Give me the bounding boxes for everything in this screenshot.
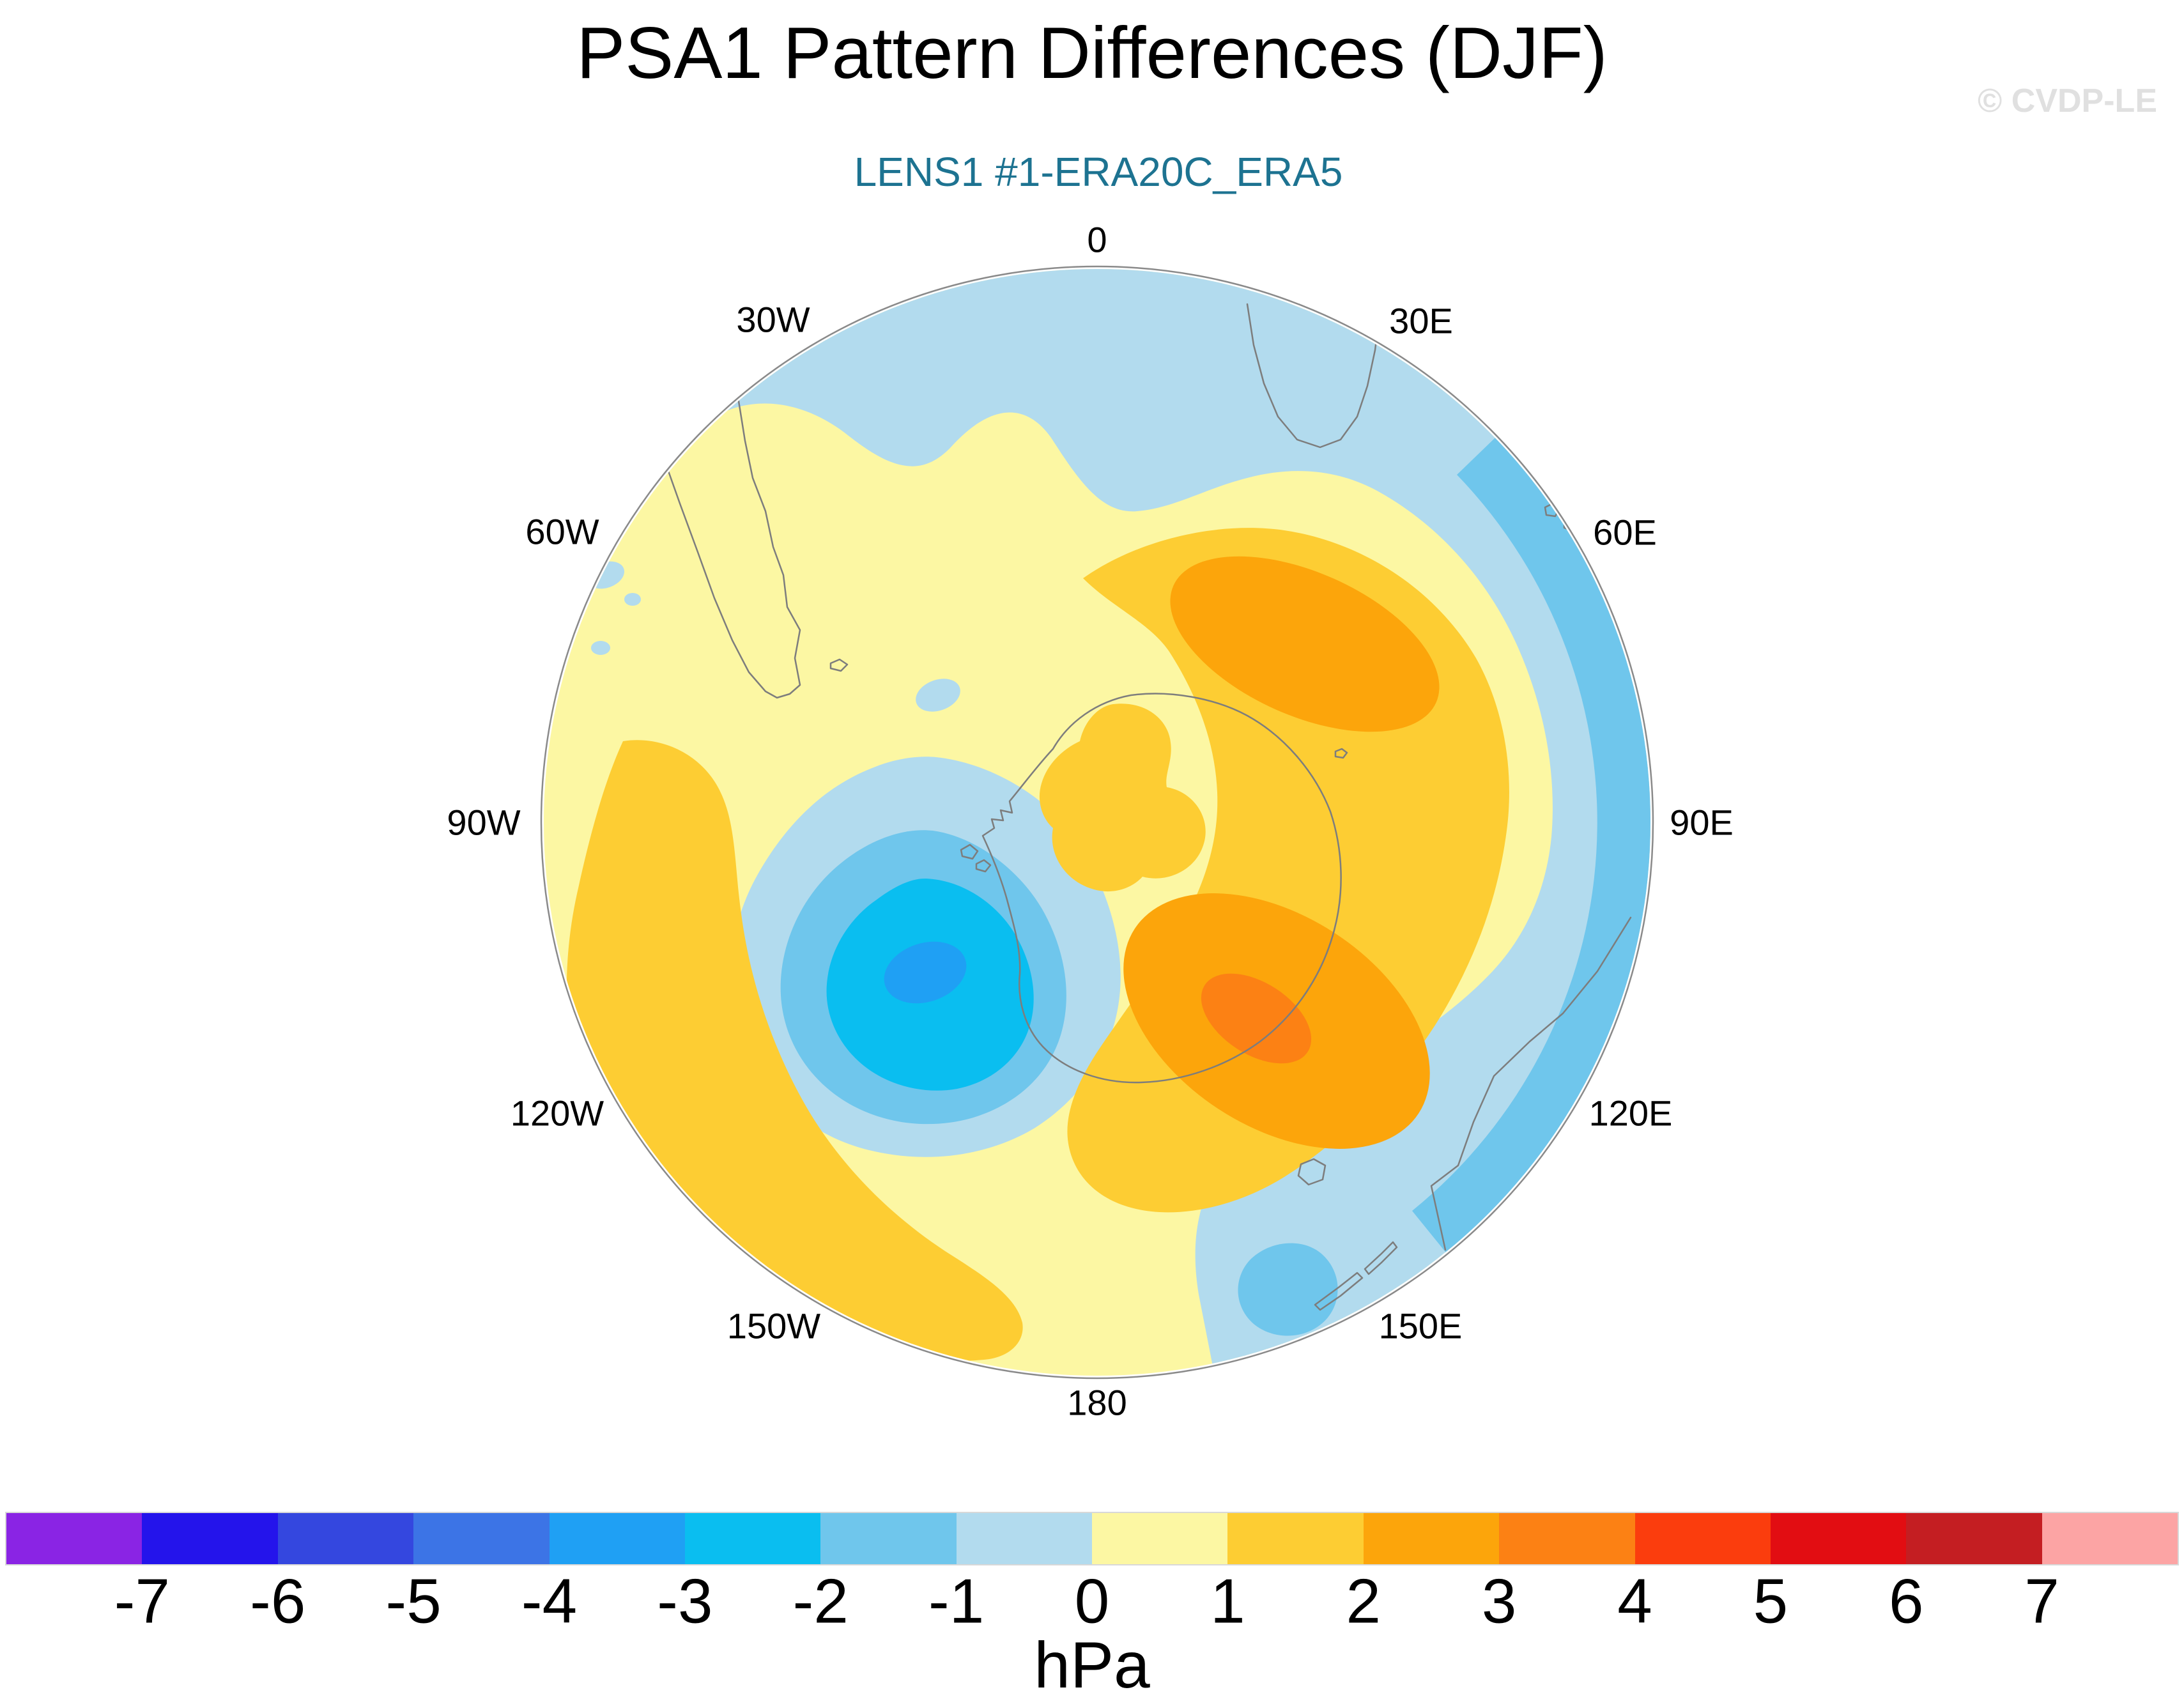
colorbar-tick-4: 4 — [1617, 1565, 1652, 1636]
colorbar-tick-7: 7 — [2024, 1565, 2059, 1636]
contour-low-core — [884, 941, 967, 1004]
colorbar-segment-5 — [684, 1513, 821, 1564]
lon-label-120W: 120W — [510, 1093, 604, 1134]
colorbar-segment-7 — [956, 1513, 1092, 1564]
colorbar-tick--5: -5 — [385, 1565, 442, 1636]
colorbar-segment-13 — [1770, 1513, 1907, 1564]
contour-small-blob — [916, 679, 960, 712]
contour-small-blob — [591, 641, 610, 655]
contour-small-blob — [624, 593, 641, 606]
colorbar-segment-11 — [1499, 1513, 1635, 1564]
australia-coastline — [1430, 916, 1632, 1251]
colorbar-segment-6 — [820, 1513, 957, 1564]
colorbar-segment-3 — [413, 1513, 550, 1564]
lon-label-0: 0 — [1087, 219, 1107, 260]
colorbar-segment-14 — [1906, 1513, 2042, 1564]
antarctica-coastline — [981, 693, 1342, 1084]
south-america-coastline — [665, 392, 801, 699]
lon-label-120E: 120E — [1588, 1093, 1673, 1134]
colorbar-tick-3: 3 — [1481, 1565, 1517, 1636]
new-zealand-south-island — [1314, 1272, 1364, 1311]
colorbar-segment-0 — [6, 1513, 142, 1564]
chart-subtitle: LENS1 #1-ERA20C_ERA5 — [854, 149, 1343, 195]
lon-label-90W: 90W — [447, 802, 521, 843]
colorbar-tick--3: -3 — [657, 1565, 713, 1636]
lon-label-180: 180 — [1067, 1382, 1127, 1423]
colorbar-tick-1: 1 — [1210, 1565, 1245, 1636]
map-rim-circle — [540, 265, 1654, 1380]
lon-label-150E: 150E — [1378, 1305, 1463, 1346]
lon-label-60E: 60E — [1593, 512, 1657, 553]
colorbar-segment-4 — [549, 1513, 685, 1564]
coastlines — [665, 303, 1632, 1311]
chart-title: PSA1 Pattern Differences (DJF) — [576, 13, 1608, 94]
contour-neg2-teardrop — [1238, 1243, 1338, 1336]
colorbar-unit-label: hPa — [1034, 1629, 1150, 1699]
falkland-islands — [829, 658, 849, 672]
colorbar-tick--1: -1 — [928, 1565, 985, 1636]
colorbar-segment-12 — [1634, 1513, 1771, 1564]
africa-coastline — [1246, 303, 1380, 449]
new-zealand-north-island — [1364, 1241, 1398, 1275]
colorbar-segment-9 — [1227, 1513, 1364, 1564]
colorbar-tick-6: 6 — [1888, 1565, 1924, 1636]
colorbar-tick--4: -4 — [521, 1565, 578, 1636]
lon-label-150W: 150W — [727, 1305, 821, 1346]
colorbar-tick-0: 0 — [1074, 1565, 1110, 1636]
colorbar-tick-5: 5 — [1753, 1565, 1788, 1636]
peninsula-islands — [960, 843, 992, 873]
colorbar — [5, 1512, 2179, 1565]
heard-island — [1334, 748, 1348, 759]
colorbar-tick--2: -2 — [792, 1565, 849, 1636]
lon-label-60W: 60W — [525, 511, 599, 552]
colorbar-tick--6: -6 — [250, 1565, 306, 1636]
tasmania-coastline — [1297, 1158, 1327, 1186]
lon-label-90E: 90E — [1670, 802, 1734, 843]
colorbar-segment-10 — [1363, 1513, 1500, 1564]
colorbar-segment-15 — [2042, 1513, 2178, 1564]
contour-pos2-upper — [1170, 556, 1440, 732]
colorbar-segment-8 — [1092, 1513, 1228, 1564]
lon-label-30W: 30W — [736, 299, 810, 340]
colorbar-segment-2 — [277, 1513, 414, 1564]
lon-label-30E: 30E — [1389, 300, 1453, 341]
contour-pos1-polar-patch — [1039, 703, 1206, 892]
colorbar-segment-1 — [142, 1513, 278, 1564]
colorbar-tick-2: 2 — [1346, 1565, 1381, 1636]
watermark: © CVDP-LE — [1978, 82, 2157, 119]
colorbar-tick--7: -7 — [114, 1565, 170, 1636]
contour-pos3-core — [1201, 973, 1312, 1064]
